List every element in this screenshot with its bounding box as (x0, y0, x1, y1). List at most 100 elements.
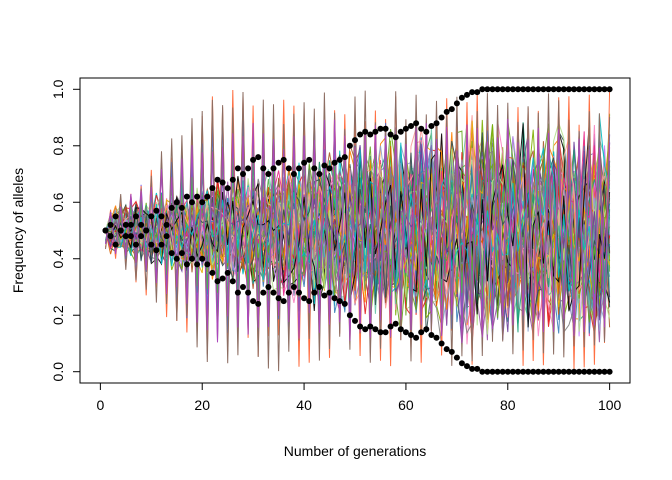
data-point (280, 156, 287, 163)
data-point (321, 292, 328, 299)
data-point (275, 159, 282, 166)
data-point (392, 134, 399, 141)
data-point (525, 86, 532, 93)
data-point (209, 185, 216, 192)
y-tick-label: 0.0 (50, 362, 66, 382)
data-point (336, 298, 343, 305)
data-point (138, 233, 145, 240)
data-point (306, 298, 313, 305)
data-point (362, 128, 369, 135)
data-point (229, 278, 236, 285)
data-point (168, 204, 175, 211)
data-point (301, 159, 308, 166)
data-point (158, 213, 165, 220)
y-tick-label: 0.6 (50, 192, 66, 212)
data-point (550, 368, 557, 375)
data-point (397, 128, 404, 135)
data-point (290, 171, 297, 177)
y-tick-label: 0.4 (50, 249, 66, 269)
x-tick-label: 80 (500, 397, 516, 413)
data-point (250, 298, 257, 305)
data-point (565, 368, 572, 375)
data-point (260, 165, 267, 172)
data-point (545, 86, 552, 93)
y-axis-title: Frequency of alleles (10, 168, 26, 293)
data-point (250, 156, 257, 163)
data-point (285, 165, 292, 172)
data-point (540, 368, 547, 375)
data-point (245, 289, 252, 296)
data-point (591, 368, 598, 375)
data-point (189, 199, 195, 206)
data-point (418, 329, 425, 336)
data-point (204, 261, 211, 268)
data-point (265, 284, 272, 290)
x-tick-label: 20 (194, 397, 210, 413)
data-point (443, 108, 450, 115)
data-point (362, 326, 369, 333)
data-point (148, 213, 155, 220)
data-point (326, 289, 333, 296)
data-point (555, 86, 562, 93)
data-point (270, 289, 277, 296)
data-point (346, 142, 353, 149)
x-tick-label: 100 (598, 397, 622, 413)
data-point (489, 368, 496, 375)
data-point (204, 193, 211, 200)
data-point (133, 241, 139, 248)
data-point (479, 86, 486, 93)
data-point (438, 340, 445, 347)
data-point (316, 284, 323, 290)
data-point (122, 221, 129, 228)
data-point (367, 323, 374, 330)
data-point (183, 193, 190, 200)
data-point (352, 317, 358, 324)
data-point (255, 154, 262, 161)
data-point (306, 156, 313, 163)
data-point (525, 368, 532, 375)
data-point (122, 233, 129, 240)
data-point (112, 213, 119, 220)
data-point (112, 241, 119, 248)
data-point (372, 128, 379, 135)
data-point (571, 86, 577, 93)
data-point (484, 368, 491, 375)
x-axis-title: Number of generations (284, 443, 426, 459)
data-point (545, 368, 552, 375)
data-point (606, 368, 613, 375)
data-point (504, 86, 511, 93)
data-point (601, 86, 608, 93)
data-point (377, 125, 384, 132)
data-point (515, 86, 521, 93)
data-point (484, 86, 491, 93)
data-point (515, 368, 521, 375)
data-point (494, 368, 501, 375)
data-point (418, 125, 425, 132)
data-point (265, 171, 272, 177)
y-tick-label: 0.8 (50, 136, 66, 156)
data-point (413, 334, 420, 341)
data-point (402, 329, 409, 336)
data-point (275, 295, 282, 302)
data-point (469, 89, 476, 96)
data-point (458, 360, 465, 367)
data-point (240, 284, 246, 290)
data-point (606, 86, 613, 93)
data-point (453, 354, 460, 361)
data-point (240, 171, 246, 177)
data-point (453, 100, 460, 107)
data-point (102, 227, 109, 234)
data-point (591, 86, 598, 93)
data-point (336, 156, 343, 163)
data-point (341, 154, 348, 161)
data-point (234, 165, 241, 172)
data-point (520, 86, 527, 93)
data-point (372, 326, 379, 333)
data-point (433, 120, 440, 127)
simulation-lines (105, 89, 611, 372)
data-point (341, 300, 348, 307)
data-point (153, 207, 160, 214)
data-point (133, 213, 139, 220)
data-point (331, 159, 338, 166)
data-point (311, 165, 318, 172)
